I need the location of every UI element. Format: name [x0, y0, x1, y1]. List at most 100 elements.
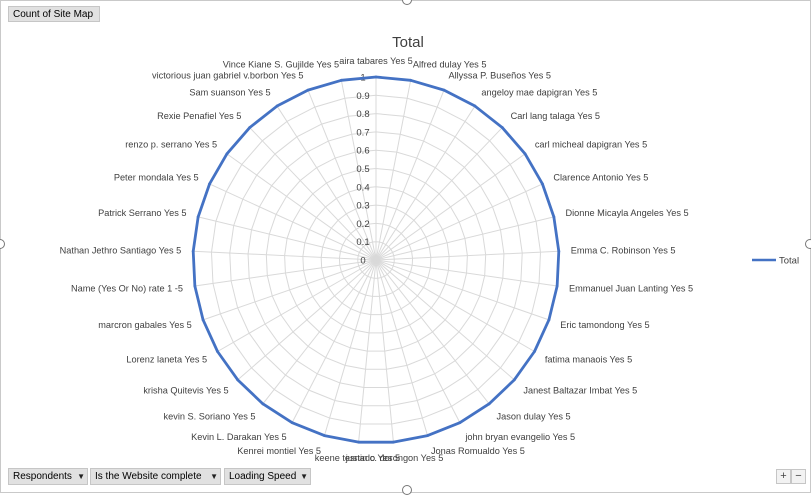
category-label: Nathan Jethro Santiago Yes 5 — [60, 246, 182, 256]
data-point — [555, 284, 559, 288]
category-label: Emma C. Robinson Yes 5 — [571, 246, 676, 256]
data-point — [191, 249, 195, 253]
grid-spoke — [340, 80, 377, 261]
dropdown-arrow-icon[interactable]: ▼ — [77, 472, 85, 481]
data-point — [458, 421, 462, 425]
category-label: Kevin L. Darakan Yes 5 — [191, 432, 287, 442]
grid-spoke — [375, 259, 490, 405]
data-point — [473, 104, 477, 108]
category-label: Eric tamondong Yes 5 — [560, 320, 649, 330]
tick-label: 0.5 — [356, 164, 369, 175]
grid-spoke — [375, 259, 558, 287]
dropdown-arrow-icon[interactable]: ▼ — [300, 472, 308, 481]
category-label: renzo p. serrano Yes 5 — [125, 140, 217, 150]
grid-ring — [357, 241, 395, 279]
category-label: Sam suanson Yes 5 — [189, 88, 270, 98]
dropdown-arrow-icon[interactable]: ▼ — [210, 472, 218, 481]
category-label: Jonas Romualdo Yes 5 — [431, 446, 525, 456]
category-label: Vince Kiane S. Gujilde Yes 5 — [223, 60, 339, 70]
resize-handle-right[interactable] — [805, 239, 811, 249]
collapse-minus-button[interactable]: − — [791, 469, 806, 484]
data-point — [541, 182, 544, 186]
data-point — [487, 402, 491, 406]
category-label: Carl lang talaga Yes 5 — [511, 111, 600, 121]
grid-ring — [284, 167, 468, 352]
data-point — [552, 215, 556, 219]
data-point — [392, 440, 395, 444]
tick-label: 0.8 — [356, 109, 369, 120]
category-label: Kenrei montiel Yes 5 — [237, 446, 321, 456]
grid-spoke — [237, 259, 377, 381]
filter-loading-speed[interactable]: Loading Speed ▼ — [224, 468, 311, 485]
grid-spoke — [375, 259, 535, 352]
category-label: justin c. dorongon Yes 5 — [345, 453, 444, 463]
data-point — [306, 88, 310, 92]
expand-plus-button[interactable]: + — [776, 469, 791, 484]
data-point — [374, 75, 378, 79]
data-point — [533, 350, 536, 353]
grid-spoke — [262, 259, 377, 405]
value-field-button[interactable]: Count of Site Map — [8, 6, 100, 22]
tick-label: 0.1 — [356, 237, 369, 248]
category-label: Alfred dulay Yes 5 — [413, 60, 487, 70]
category-label: marcron gabales Yes 5 — [98, 320, 191, 330]
category-label: Dionne Micayla Angeles Yes 5 — [566, 208, 689, 218]
data-point — [547, 318, 551, 322]
value-axis-ticks: 00.10.20.30.40.50.60.70.80.91 — [356, 73, 369, 267]
category-label: kevin S. Soriano Yes 5 — [164, 411, 256, 421]
category-label: Lorenz laneta Yes 5 — [126, 355, 207, 365]
data-point — [193, 284, 197, 288]
grid-spoke — [375, 216, 554, 261]
data-point — [290, 421, 294, 425]
grid-spoke — [323, 259, 377, 436]
tick-label: 0 — [360, 256, 365, 267]
category-label: Jason dulay Yes 5 — [497, 411, 571, 421]
tick-label: 0.2 — [356, 219, 369, 230]
data-point — [512, 378, 516, 382]
data-point — [225, 152, 229, 156]
category-label: Janest Baltazar Imbat Yes 5 — [523, 385, 637, 395]
filter-respondents[interactable]: Respondents ▼ — [8, 468, 88, 485]
grid-spoke — [375, 89, 445, 261]
grid-ring — [338, 222, 414, 297]
category-label: carl micheal dapigran Yes 5 — [535, 140, 647, 150]
grid-ring — [210, 94, 542, 425]
series-total — [191, 75, 561, 444]
grid-ring — [265, 149, 487, 370]
grid-spoke — [276, 105, 377, 261]
legend-entry-total: Total — [779, 256, 799, 267]
filter-loading-speed-label: Loading Speed — [229, 471, 297, 482]
tick-label: 0.9 — [356, 91, 369, 102]
grid-spoke — [375, 259, 429, 436]
grid-spoke — [209, 183, 377, 261]
grid-ring — [320, 204, 432, 316]
filter-website-complete-label: Is the Website complete — [95, 471, 202, 482]
grid-spoke — [202, 259, 377, 321]
grid-ring — [247, 131, 505, 389]
filter-website-complete[interactable]: Is the Website complete ▼ — [90, 468, 221, 485]
grid-spoke — [375, 183, 543, 261]
data-point — [196, 215, 200, 219]
data-point — [426, 434, 429, 437]
filter-respondents-label: Respondents — [13, 471, 72, 482]
resize-handle-bottom[interactable] — [402, 485, 412, 495]
data-point — [201, 318, 205, 322]
category-label: Rexie Penafiel Yes 5 — [157, 111, 241, 121]
data-point — [323, 434, 326, 437]
grid-spoke — [375, 259, 394, 443]
grid-spoke — [249, 127, 377, 261]
grid-spoke — [198, 216, 377, 261]
data-point — [357, 440, 360, 444]
data-point — [500, 126, 504, 129]
grid-spoke — [375, 259, 461, 423]
tick-label: 0.3 — [356, 201, 369, 212]
category-label: keene tesnado Yes 5 — [315, 453, 400, 463]
data-point — [339, 78, 343, 82]
grid-spoke — [217, 259, 377, 352]
grid-spoke — [375, 105, 476, 261]
tick-label: 0.7 — [356, 127, 369, 138]
grid-spoke — [375, 153, 526, 261]
grid-spoke — [375, 127, 503, 261]
series-line-total — [191, 75, 561, 444]
